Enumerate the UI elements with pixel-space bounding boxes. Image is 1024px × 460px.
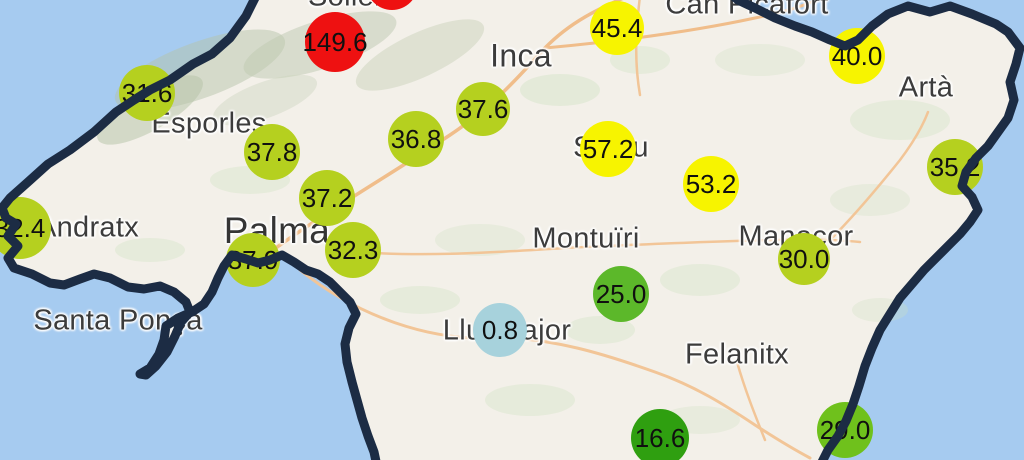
town-label-inca: Inca xyxy=(490,37,552,74)
station-marker-32-3[interactable]: 32.3 xyxy=(325,222,381,278)
station-marker-soller[interactable]: 149.6 xyxy=(302,12,368,72)
station-value: 57.2 xyxy=(582,134,634,164)
station-value: 37.9 xyxy=(227,245,279,275)
station-marker-37-2[interactable]: 37.2 xyxy=(299,170,355,226)
station-value: 37.2 xyxy=(301,183,353,213)
station-value: 16.6 xyxy=(634,423,686,453)
town-label-santa-ponca: Santa Ponça xyxy=(33,304,203,337)
station-marker-30-0[interactable]: 30.0 xyxy=(778,233,830,285)
town-label-felanitx: Felanitx xyxy=(685,338,789,371)
station-marker-40-0[interactable]: 40.0 xyxy=(829,28,885,84)
town-label-arta: Artà xyxy=(898,71,954,104)
station-value: 149.6 xyxy=(302,27,368,57)
station-value: 32.4 xyxy=(0,213,46,243)
station-value: 0.8 xyxy=(481,315,519,345)
station-value: 36.8 xyxy=(390,124,442,154)
town-label-montuiri: Montuïri xyxy=(532,222,640,255)
station-value: 40.0 xyxy=(831,41,883,71)
town-label-can-picafort: Can Picafort xyxy=(665,0,829,21)
station-marker-53-2[interactable]: 53.2 xyxy=(683,156,739,212)
station-marker-37-8[interactable]: 37.8 xyxy=(244,124,300,180)
station-marker-31-6[interactable]: 31.6 xyxy=(119,65,175,121)
station-value: 45.4 xyxy=(591,13,643,43)
station-value: 30.0 xyxy=(778,244,830,274)
station-marker-29-0[interactable]: 29.0 xyxy=(817,402,873,458)
station-marker-37-9[interactable]: 37.9 xyxy=(226,233,280,287)
station-marker-16-6[interactable]: 16.6 xyxy=(631,409,689,460)
station-value: 53.2 xyxy=(685,169,737,199)
station-marker-32-4[interactable]: 32.4 xyxy=(0,197,51,259)
station-value: 35.2 xyxy=(929,152,981,182)
station-value: 37.6 xyxy=(457,94,509,124)
station-marker-0-8[interactable]: 0.8 xyxy=(473,303,527,357)
station-value: 25.0 xyxy=(595,279,647,309)
station-marker-37-6[interactable]: 37.6 xyxy=(456,82,510,136)
station-marker-35-2[interactable]: 35.2 xyxy=(927,139,983,195)
town-label-andratx: Andratx xyxy=(36,211,140,244)
station-marker-36-8[interactable]: 36.8 xyxy=(388,111,444,167)
station-value: 32.3 xyxy=(327,235,379,265)
station-value: 37.8 xyxy=(246,137,298,167)
station-value: 29.0 xyxy=(819,415,871,445)
station-value: 31.6 xyxy=(121,78,173,108)
station-marker-57-2[interactable]: 57.2 xyxy=(580,121,636,177)
station-marker-25-0[interactable]: 25.0 xyxy=(593,266,649,322)
station-marker-45-4[interactable]: 45.4 xyxy=(590,1,644,55)
